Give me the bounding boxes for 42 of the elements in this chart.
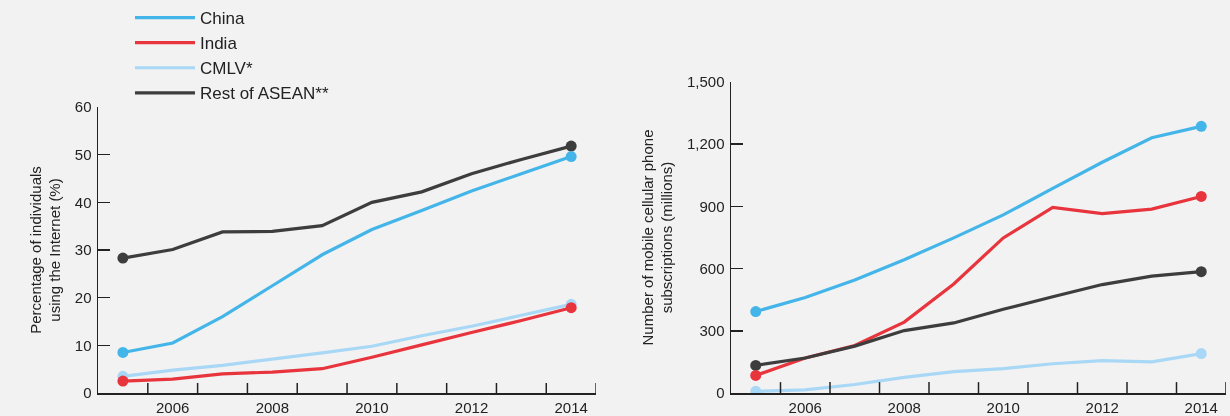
point [750, 369, 762, 381]
point [1195, 348, 1207, 360]
x-tick-label: 2010 [355, 398, 389, 416]
x-tick-label: 2012 [454, 398, 489, 416]
point [117, 252, 129, 264]
y-tick-label: 50 [74, 145, 92, 163]
y-axis-title: Number of mobile cellular phone subscriptions (millions) [638, 129, 676, 346]
x-tick-label: 2006 [788, 398, 822, 416]
legend-label: CMLV* [199, 59, 253, 79]
point [750, 359, 762, 371]
x-tick-label: 2008 [887, 398, 921, 416]
y-tick-label: 60 [74, 98, 92, 116]
point [565, 140, 577, 152]
y-tick-label: 0 [716, 384, 725, 402]
y-tick-label: 1,500 [686, 73, 725, 91]
y-tick-label: 10 [74, 336, 92, 354]
y-tick-label: 600 [699, 259, 725, 277]
x-tick-label: 2008 [255, 398, 290, 416]
x-tick-label: 2012 [1085, 398, 1119, 416]
y-tick-label: 0 [83, 384, 92, 402]
x-tick-label: 2014 [1184, 398, 1218, 416]
y-tick-label: 30 [74, 241, 92, 259]
y-tick-label: 900 [699, 197, 725, 215]
point [1195, 120, 1207, 132]
point [1195, 266, 1207, 278]
x-tick-label: 2006 [156, 398, 190, 416]
legend-label: India [199, 34, 238, 54]
y-axis-title: Percentage of individuals using the Internet (%) [26, 166, 64, 334]
x-tick-label: 2014 [554, 398, 588, 416]
y-tick-label: 20 [74, 288, 92, 306]
point [565, 151, 577, 163]
point [1195, 190, 1207, 202]
x-tick-label: 2010 [986, 398, 1020, 416]
point [117, 375, 129, 387]
legend-label: Rest of ASEAN** [199, 84, 329, 104]
point [750, 306, 762, 318]
legend-label: China [199, 9, 245, 29]
point [117, 346, 129, 358]
y-tick-label: 40 [74, 193, 92, 211]
point [565, 302, 577, 314]
y-tick-label: 1,200 [686, 135, 725, 153]
y-tick-label: 300 [699, 322, 725, 340]
